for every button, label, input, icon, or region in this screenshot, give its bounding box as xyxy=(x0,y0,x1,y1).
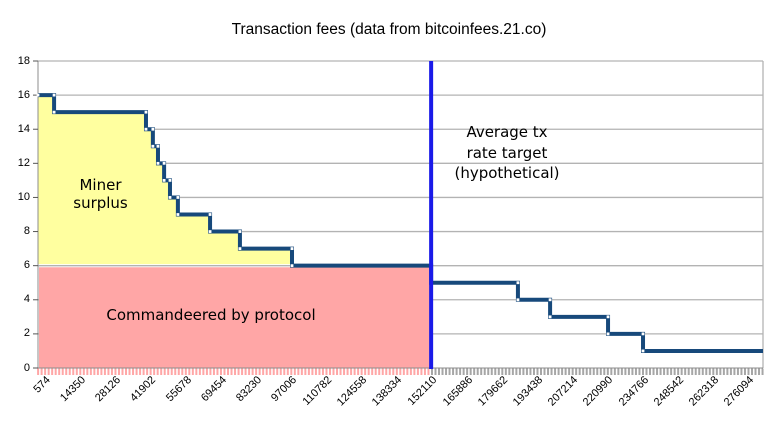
y-tick-label: 18 xyxy=(17,54,30,67)
miner-surplus-label: Miner surplus xyxy=(73,176,128,212)
x-minor-ticks xyxy=(37,368,764,375)
y-tick-label: 0 xyxy=(23,361,30,374)
axes xyxy=(33,60,764,369)
commandeered-by-protocol-label: Commandeered by protocol xyxy=(106,306,316,324)
y-tick-label: 12 xyxy=(17,156,30,169)
y-tick-label: 16 xyxy=(17,88,30,101)
y-tick-label: 4 xyxy=(23,293,30,306)
y-tick-label: 2 xyxy=(23,327,30,340)
y-tick-label: 6 xyxy=(23,259,30,272)
chart-title: Transaction fees (data from bitcoinfees.… xyxy=(231,21,547,38)
fee-step-line xyxy=(38,93,763,353)
commandeered-area xyxy=(39,267,432,368)
y-tick-label: 14 xyxy=(17,122,30,135)
miner-surplus-area xyxy=(38,95,293,265)
y-tick-label: 10 xyxy=(17,190,30,203)
rate-target-label: Average tx rate target (hypothetical) xyxy=(454,123,560,182)
y-tick-label: 8 xyxy=(23,225,30,238)
